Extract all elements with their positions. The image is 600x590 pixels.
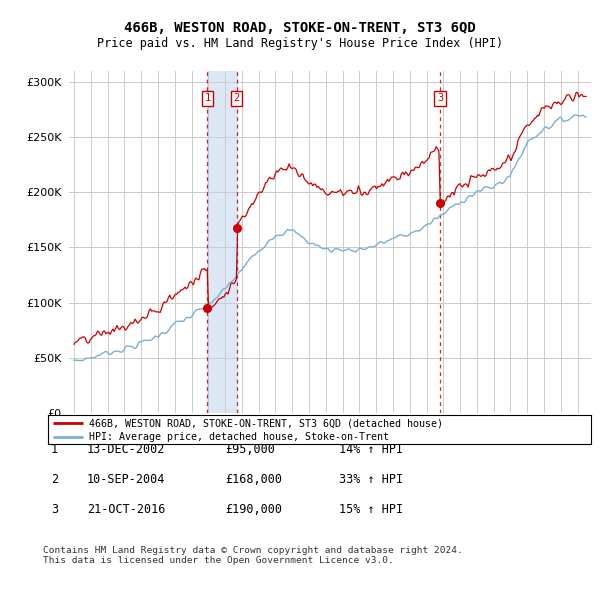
Text: 3: 3	[437, 93, 443, 103]
Text: 13-DEC-2002: 13-DEC-2002	[87, 443, 166, 456]
Text: 2: 2	[51, 473, 58, 486]
Text: HPI: Average price, detached house, Stoke-on-Trent: HPI: Average price, detached house, Stok…	[89, 432, 389, 442]
Text: 15% ↑ HPI: 15% ↑ HPI	[339, 503, 403, 516]
Text: 1: 1	[51, 443, 58, 456]
Text: 2: 2	[233, 93, 240, 103]
Text: 33% ↑ HPI: 33% ↑ HPI	[339, 473, 403, 486]
Text: 21-OCT-2016: 21-OCT-2016	[87, 503, 166, 516]
Text: Contains HM Land Registry data © Crown copyright and database right 2024.
This d: Contains HM Land Registry data © Crown c…	[43, 546, 463, 565]
Text: 466B, WESTON ROAD, STOKE-ON-TRENT, ST3 6QD (detached house): 466B, WESTON ROAD, STOKE-ON-TRENT, ST3 6…	[89, 418, 443, 428]
Text: 1: 1	[205, 93, 211, 103]
Text: £95,000: £95,000	[225, 443, 275, 456]
Text: 3: 3	[51, 503, 58, 516]
Text: £190,000: £190,000	[225, 503, 282, 516]
Text: 466B, WESTON ROAD, STOKE-ON-TRENT, ST3 6QD: 466B, WESTON ROAD, STOKE-ON-TRENT, ST3 6…	[124, 21, 476, 35]
Text: Price paid vs. HM Land Registry's House Price Index (HPI): Price paid vs. HM Land Registry's House …	[97, 37, 503, 50]
Text: £168,000: £168,000	[225, 473, 282, 486]
Text: 10-SEP-2004: 10-SEP-2004	[87, 473, 166, 486]
Text: 14% ↑ HPI: 14% ↑ HPI	[339, 443, 403, 456]
Bar	[208, 71, 236, 413]
